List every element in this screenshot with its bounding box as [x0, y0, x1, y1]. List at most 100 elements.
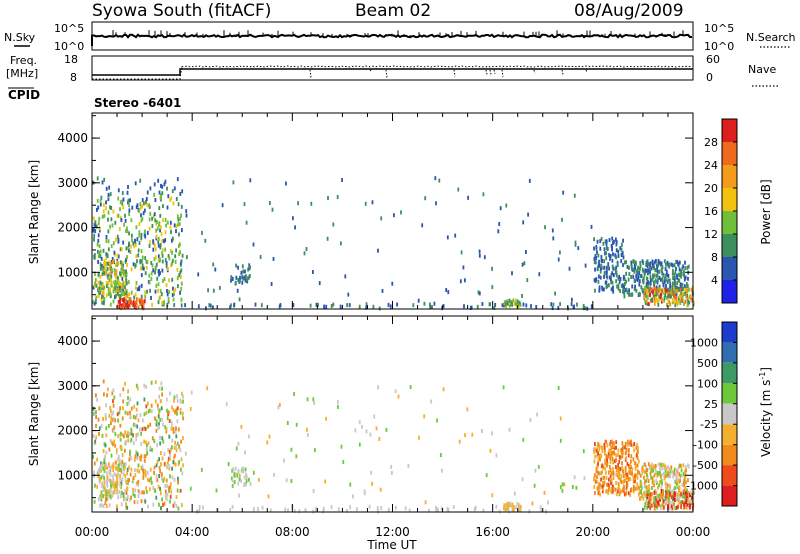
- scatter-cell: [169, 198, 172, 202]
- scatter-cell: [661, 496, 664, 501]
- scatter-cell: [99, 202, 102, 207]
- scatter-cell: [162, 502, 164, 507]
- colorbar-segment: [722, 257, 737, 280]
- scatter-cell: [667, 471, 669, 475]
- scatter-cell: [269, 508, 272, 513]
- scatter-cell: [128, 292, 131, 297]
- colorbar-tick-label: 25: [704, 398, 718, 411]
- nave-tick-top: 60: [706, 53, 720, 66]
- scatter-cell: [639, 292, 641, 297]
- scatter-cell: [666, 260, 669, 265]
- scatter-cell: [621, 251, 624, 255]
- scatter-cell: [596, 475, 598, 480]
- scatter-cell: [162, 204, 164, 209]
- nsky-tick-top: 10^5: [54, 22, 84, 35]
- scatter-cell: [648, 466, 651, 471]
- scatter-cell: [260, 303, 263, 308]
- scatter-cell: [202, 505, 204, 510]
- scatter-cell: [257, 477, 260, 482]
- scatter-cell: [617, 481, 620, 486]
- scatter-cell: [105, 235, 108, 239]
- scatter-cell: [607, 482, 610, 487]
- scatter-cell: [172, 236, 174, 241]
- scatter-cell: [119, 288, 122, 293]
- scatter-cell: [261, 505, 264, 510]
- scatter-cell: [412, 303, 415, 308]
- scatter-cell: [119, 282, 122, 286]
- scatter-cell: [559, 250, 561, 255]
- scatter-cell: [603, 274, 605, 279]
- scatter-cell: [174, 453, 176, 458]
- scatter-cell: [675, 296, 678, 300]
- scatter-cell: [97, 474, 100, 478]
- scatter-cell: [632, 274, 635, 279]
- scatter-cell: [598, 274, 600, 279]
- scatter-cell: [112, 403, 115, 408]
- scatter-cell: [624, 465, 627, 470]
- scatter-cell: [629, 492, 632, 497]
- scatter-cell: [97, 254, 100, 259]
- scatter-cell: [175, 434, 178, 439]
- scatter-cell: [365, 429, 368, 434]
- scatter-cell: [102, 379, 105, 384]
- scatter-cell: [138, 233, 141, 238]
- scatter-cell: [109, 205, 111, 210]
- scatter-cell: [105, 186, 108, 191]
- scatter-cell: [94, 298, 97, 303]
- scatter-cell: [133, 457, 136, 462]
- scatter-cell: [101, 300, 104, 305]
- scatter-cell: [557, 386, 560, 390]
- scatter-cell: [233, 302, 236, 307]
- scatter-cell: [116, 253, 119, 258]
- scatter-cell: [376, 506, 379, 511]
- scatter-cell: [118, 468, 121, 472]
- scatter-cell: [378, 437, 381, 441]
- scatter-cell: [93, 474, 95, 479]
- scatter-cell: [136, 424, 139, 429]
- scatter-cell: [646, 490, 648, 494]
- scatter-cell: [110, 206, 113, 210]
- scatter-cell: [684, 287, 686, 292]
- scatter-cell: [166, 205, 169, 210]
- scatter-cell: [325, 416, 327, 421]
- scatter-cell: [684, 494, 687, 499]
- scatter-cell: [668, 496, 670, 501]
- scatter-cell: [151, 216, 153, 221]
- scatter-cell: [462, 265, 465, 270]
- scatter-cell: [347, 292, 350, 297]
- scatter-cell: [128, 241, 131, 246]
- scatter-cell: [561, 217, 563, 222]
- scatter-cell: [142, 468, 145, 473]
- scatter-cell: [436, 507, 439, 512]
- scatter-cell: [104, 263, 107, 268]
- scatter-cell: [144, 294, 147, 299]
- scatter-cell: [601, 259, 603, 263]
- scatter-cell: [638, 471, 641, 475]
- scatter-cell: [644, 462, 646, 467]
- scatter-cell: [101, 483, 104, 488]
- scatter-cell: [636, 482, 639, 487]
- scatter-cell: [273, 472, 275, 477]
- nsky-label: N.Sky: [4, 31, 36, 44]
- scatter-cell: [164, 217, 167, 222]
- scatter-cell: [99, 286, 101, 291]
- scatter-cell: [154, 289, 157, 294]
- scatter-cell: [684, 490, 687, 495]
- scatter-cell: [503, 503, 506, 508]
- scatter-cell: [604, 239, 607, 244]
- scatter-cell: [671, 300, 674, 305]
- scatter-cell: [649, 506, 652, 511]
- scatter-cell: [117, 495, 120, 500]
- scatter-cell: [97, 238, 100, 243]
- nsearch-label: N.Search: [746, 31, 796, 44]
- scatter-cell: [562, 190, 565, 195]
- scatter-cell: [168, 289, 170, 294]
- scatter-cell: [521, 262, 524, 267]
- scatter-cell: [182, 399, 184, 404]
- scatter-cell: [663, 298, 665, 303]
- scatter-cell: [99, 266, 102, 271]
- scatter-cell: [615, 255, 618, 260]
- scatter-cell: [610, 471, 613, 476]
- scatter-cell: [622, 263, 624, 268]
- scatter-cell: [647, 285, 649, 290]
